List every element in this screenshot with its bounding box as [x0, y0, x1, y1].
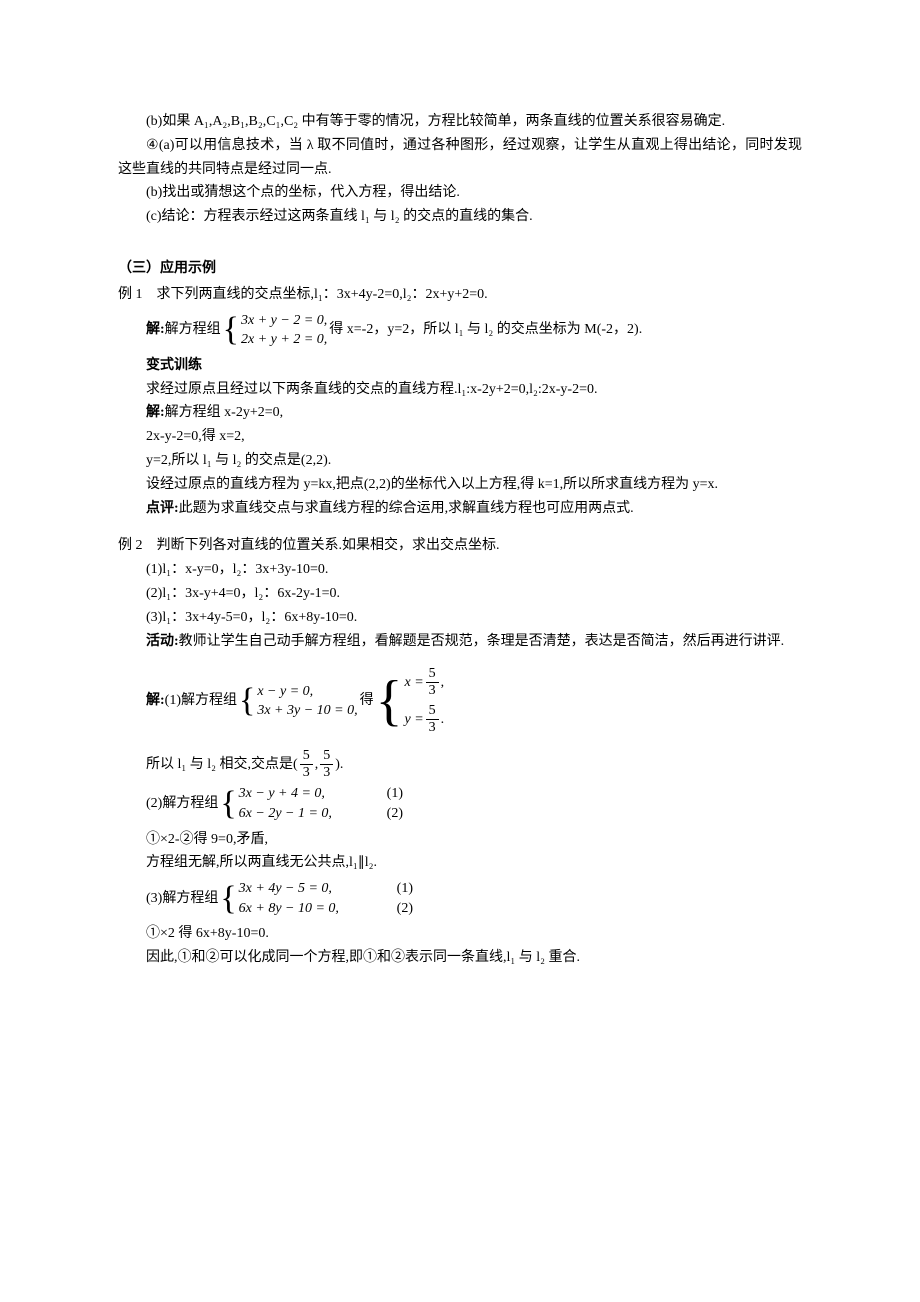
- eqnum-1: (1): [387, 784, 403, 804]
- ex2-p1-mid: 得: [360, 689, 374, 713]
- comment-label: 点评:: [146, 501, 179, 516]
- res1-tail: ,: [441, 673, 445, 693]
- section-3-title: （三）应用示例: [118, 257, 802, 281]
- fraction-5-3-d: 5 3: [320, 749, 333, 780]
- frac-den: 3: [426, 719, 439, 735]
- variant-comment: 点评:此题为求直线交点与求直线方程的综合运用,求解直线方程也可应用两点式.: [118, 497, 802, 521]
- ex2-p2-pre: (2)解方程组: [146, 792, 218, 816]
- frac-num: 5: [320, 749, 333, 764]
- ex2-p3-pre: (3)解方程组: [146, 887, 218, 911]
- equation-system-4: { 3x + 4y − 5 = 0, (1) 6x + 8y − 10 = 0,…: [220, 879, 413, 918]
- solve-label: 解:: [146, 322, 165, 337]
- activity-label: 活动:: [146, 634, 179, 649]
- variant-step-2: 2x-y-2=0,得 x=2,: [118, 425, 802, 449]
- p1-concl-pre: 所以 l₁ 与 l₂ 相交,交点是(: [146, 753, 298, 777]
- frac-num: 5: [300, 749, 313, 764]
- fraction-5-3-c: 5 3: [300, 749, 313, 780]
- paragraph-b: (b)如果 A₁,A₂,B₁,B₂,C₁,C₂ 中有等于零的情况，方程比较简单，…: [118, 110, 802, 134]
- sys2-row1: x − y = 0,: [257, 682, 313, 702]
- ex2-p3-step: ①×2 得 6x+8y-10=0.: [118, 922, 802, 946]
- example-2-title: 例 2 判断下列各对直线的位置关系.如果相交，求出交点坐标.: [118, 534, 802, 558]
- ex2-part1-conclusion: 所以 l₁ 与 l₂ 相交,交点是( 5 3 , 5 3 ).: [146, 749, 802, 780]
- ex2-part3-system: (3)解方程组 { 3x + 4y − 5 = 0, (1) 6x + 8y −…: [146, 879, 802, 918]
- sys3-row2: 6x − 2y − 1 = 0,: [239, 804, 359, 824]
- ex2-p2-conclusion: 方程组无解,所以两直线无公共点,l₁∥l₂.: [118, 851, 802, 875]
- res1-lhs: x =: [405, 673, 424, 693]
- sys1-row2: 2x + y + 2 = 0,: [241, 330, 327, 350]
- ex2-solve-label: 解:: [146, 693, 165, 708]
- sys4-row2: 6x + 8y − 10 = 0,: [239, 899, 369, 919]
- sys1-row1: 3x + y − 2 = 0,: [241, 311, 327, 331]
- ex2-p3-conclusion: 因此,①和②可以化成同一个方程,即①和②表示同一条直线,l₁ 与 l₂ 重合.: [118, 946, 802, 970]
- comment-text: 此题为求直线交点与求直线方程的综合运用,求解直线方程也可应用两点式.: [179, 501, 634, 516]
- res2-lhs: y =: [405, 710, 424, 730]
- variant-s1-text: 解方程组 x-2y+2=0,: [165, 405, 283, 420]
- solve-pre: 解方程组: [165, 322, 221, 337]
- fraction-5-3-b: 5 3: [426, 704, 439, 735]
- sys3-row1: 3x − y + 4 = 0,: [239, 784, 359, 804]
- equation-result-1: { x = 5 3 , y = 5 3 .: [376, 667, 445, 735]
- frac-den: 3: [320, 764, 333, 780]
- example-2-activity: 活动:教师让学生自己动手解方程组，看解题是否规范，条理是否清楚，表达是否简洁，然…: [118, 630, 802, 654]
- p1-concl-sep: ,: [315, 753, 319, 777]
- variant-step-4: 设经过原点的直线方程为 y=kx,把点(2,2)的坐标代入以上方程,得 k=1,…: [118, 473, 802, 497]
- example-1-solution: 解:解方程组 { 3x + y − 2 = 0, 2x + y + 2 = 0,…: [146, 311, 802, 350]
- eqnum-2b: (2): [397, 899, 413, 919]
- variant-question: 求经过原点且经过以下两条直线的交点的直线方程.l₁:x-2y+2=0,l₂:2x…: [118, 378, 802, 402]
- variant-solve-label: 解:: [146, 405, 165, 420]
- eqnum-2: (2): [387, 804, 403, 824]
- ex2-part1-system: 解:(1)解方程组 { x − y = 0, 3x + 3y − 10 = 0,…: [146, 667, 802, 735]
- example-1-title: 例 1 求下列两直线的交点坐标,l₁：3x+4y-2=0,l₂：2x+y+2=0…: [118, 283, 802, 307]
- equation-system-3: { 3x − y + 4 = 0, (1) 6x − 2y − 1 = 0, (…: [220, 784, 403, 823]
- example-2-item-2: (2)l₁：3x-y+4=0，l₂：6x-2y-1=0.: [118, 582, 802, 606]
- equation-system-1: { 3x + y − 2 = 0, 2x + y + 2 = 0,: [223, 311, 328, 350]
- activity-text: 教师让学生自己动手解方程组，看解题是否规范，条理是否清楚，表达是否简洁，然后再进…: [179, 634, 785, 649]
- sys4-row1: 3x + 4y − 5 = 0,: [239, 879, 369, 899]
- solve-post: 得 x=-2，y=2，所以 l₁ 与 l₂ 的交点坐标为 M(-2，2).: [329, 318, 642, 342]
- example-2-item-3: (3)l₁：3x+4y-5=0，l₂：6x+8y-10=0.: [118, 606, 802, 630]
- paragraph-4a: ④(a)可以用信息技术，当 λ 取不同值时，通过各种图形，经过观察，让学生从直观…: [118, 134, 802, 182]
- variant-step-3: y=2,所以 l₁ 与 l₂ 的交点是(2,2).: [118, 449, 802, 473]
- eqnum-1b: (1): [397, 879, 413, 899]
- variant-title: 变式训练: [118, 354, 802, 378]
- fraction-5-3-a: 5 3: [426, 667, 439, 698]
- frac-den: 3: [426, 682, 439, 698]
- frac-den: 3: [300, 764, 313, 780]
- ex2-part2-system: (2)解方程组 { 3x − y + 4 = 0, (1) 6x − 2y − …: [146, 784, 802, 823]
- frac-num: 5: [426, 704, 439, 719]
- sys2-row2: 3x + 3y − 10 = 0,: [257, 701, 357, 721]
- example-2-item-1: (1)l₁：x-y=0，l₂：3x+3y-10=0.: [118, 558, 802, 582]
- frac-num: 5: [426, 667, 439, 682]
- ex2-p2-step: ①×2-②得 9=0,矛盾,: [118, 828, 802, 852]
- variant-step-1: 解:解方程组 x-2y+2=0,: [118, 401, 802, 425]
- paragraph-4b: (b)找出或猜想这个点的坐标，代入方程，得出结论.: [118, 181, 802, 205]
- equation-system-2: { x − y = 0, 3x + 3y − 10 = 0,: [239, 682, 358, 721]
- res2-tail: .: [441, 710, 445, 730]
- ex2-p1-pre: (1)解方程组: [165, 693, 237, 708]
- p1-concl-post: ).: [335, 753, 343, 777]
- paragraph-4c: (c)结论：方程表示经过这两条直线 l₁ 与 l₂ 的交点的直线的集合.: [118, 205, 802, 229]
